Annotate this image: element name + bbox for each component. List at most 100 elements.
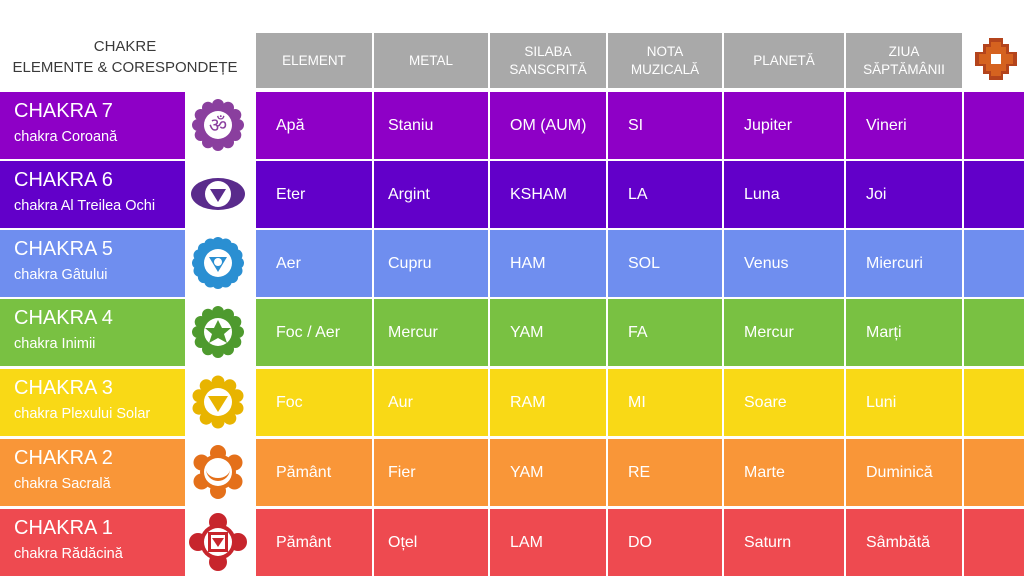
chakra-subtitle: chakra Al Treilea Ochi: [14, 198, 156, 214]
table-cell: HAM: [490, 230, 606, 297]
column-header: SILABA SANSCRITĂ: [490, 33, 606, 88]
column-header-line1: NOTA: [646, 43, 684, 59]
chakra-number: CHAKRA 2: [14, 447, 113, 469]
chakra-label: CHAKRA 6 chakra Al Treilea Ochi: [0, 161, 185, 228]
chakra-number: CHAKRA 3: [14, 377, 113, 399]
third-eye-chakra-icon: [185, 161, 251, 228]
column-header: PLANETĂ: [724, 33, 844, 88]
table-cell: Cupru: [374, 230, 488, 297]
chakra-row: CHAKRA 3 chakra Plexului Solar Foc Aur RAM MI…: [0, 369, 1024, 436]
page-title-line1: CHAKRE: [93, 38, 157, 55]
column-header: NOTA MUZICALĂ: [608, 33, 722, 88]
table-cell: DO: [608, 509, 722, 576]
table-cell: Soare: [724, 369, 844, 436]
table-cell-empty: [964, 439, 1024, 506]
chakra-subtitle: chakra Rădăcină: [14, 546, 123, 562]
chakra-number: CHAKRA 1: [14, 517, 113, 539]
table-cell: Joi: [846, 161, 962, 228]
table-cell: Fier: [374, 439, 488, 506]
svg-text:ॐ: ॐ: [209, 113, 227, 137]
table-cell: YAM: [490, 299, 606, 366]
table-cell: YAM: [490, 439, 606, 506]
chakra-number: CHAKRA 6: [14, 169, 113, 191]
chakra-subtitle: chakra Plexului Solar: [14, 406, 151, 422]
table-cell: RE: [608, 439, 722, 506]
column-header-line1: ELEMENT: [282, 52, 346, 68]
chakra-label: CHAKRA 1 chakra Rădăcină: [0, 509, 185, 576]
table-cell: FA: [608, 299, 722, 366]
column-header: ZIUA SĂPTĂMÂNII: [846, 33, 962, 88]
column-header: METAL: [374, 33, 488, 88]
table-cell: Mercur: [374, 299, 488, 366]
table-cell: Pământ: [256, 439, 372, 506]
table-cell: Foc / Aer: [256, 299, 372, 366]
page-title: CHAKRE ELEMENTE & CORESPONDEȚE: [0, 36, 250, 78]
throat-chakra-icon: [185, 230, 251, 297]
chakra-row: CHAKRA 6 chakra Al Treilea Ochi Eter Argint…: [0, 161, 1024, 228]
chakra-row: CHAKRA 2 chakra Sacrală Pământ Fier YAM RE Mar…: [0, 439, 1024, 506]
table-cell: Eter: [256, 161, 372, 228]
table-cell: Miercuri: [846, 230, 962, 297]
table-cell: Aur: [374, 369, 488, 436]
table-cell: MI: [608, 369, 722, 436]
table-cell: Pământ: [256, 509, 372, 576]
table-cell: Sâmbătă: [846, 509, 962, 576]
heart-chakra-icon: [185, 299, 251, 366]
table-cell-empty: [964, 161, 1024, 228]
table-cell: Duminică: [846, 439, 962, 506]
page-title-line2: ELEMENTE & CORESPONDEȚE: [12, 59, 238, 76]
table-cell-empty: [964, 369, 1024, 436]
chakra-label: CHAKRA 2 chakra Sacrală: [0, 439, 185, 506]
chakra-number: CHAKRA 7: [14, 100, 113, 122]
column-header: ELEMENT: [256, 33, 372, 88]
column-header-line1: ZIUA: [888, 43, 920, 59]
chakra-number: CHAKRA 5: [14, 238, 113, 260]
table-cell-empty: [964, 299, 1024, 366]
chakra-label: CHAKRA 3 chakra Plexului Solar: [0, 369, 185, 436]
chakra-subtitle: chakra Inimii: [14, 336, 96, 352]
table-cell: Mercur: [724, 299, 844, 366]
solar-plexus-chakra-icon: [185, 369, 251, 436]
chakra-row: CHAKRA 7 chakra Coroană ॐ Apă Staniu OM (AUM)…: [0, 92, 1024, 159]
column-header-line1: METAL: [408, 52, 453, 68]
chakra-label: CHAKRA 4 chakra Inimii: [0, 299, 185, 366]
column-header-line2: MUZICALĂ: [630, 61, 700, 77]
chakra-label: CHAKRA 5 chakra Gâtului: [0, 230, 185, 297]
table-cell: RAM: [490, 369, 606, 436]
column-header-line2: SANSCRITĂ: [509, 61, 587, 77]
chakana-cross-icon: [968, 33, 1024, 88]
chakra-subtitle: chakra Gâtului: [14, 267, 108, 283]
table-cell: Aer: [256, 230, 372, 297]
chakra-number: CHAKRA 4: [14, 307, 113, 329]
table-cell: Staniu: [374, 92, 488, 159]
column-header-line1: PLANETĂ: [753, 52, 815, 68]
chakra-subtitle: chakra Sacrală: [14, 476, 111, 492]
chakra-row: CHAKRA 1 chakra Rădăcină Pământ Oțel LAM DO Sa…: [0, 509, 1024, 576]
chakra-row: CHAKRA 5 chakra Gâtului Aer Cupru HAM SOL Venu…: [0, 230, 1024, 297]
table-cell: LA: [608, 161, 722, 228]
chakra-subtitle: chakra Coroană: [14, 129, 118, 145]
table-cell: Venus: [724, 230, 844, 297]
table-cell: Foc: [256, 369, 372, 436]
table-cell-empty: [964, 509, 1024, 576]
table-cell: Marte: [724, 439, 844, 506]
crown-chakra-om-icon: ॐ: [185, 92, 251, 159]
table-cell: Oțel: [374, 509, 488, 576]
column-header-line1: SILABA: [524, 43, 572, 59]
table-cell: SI: [608, 92, 722, 159]
table-cell: Luna: [724, 161, 844, 228]
table-cell: Jupiter: [724, 92, 844, 159]
table-cell: Saturn: [724, 509, 844, 576]
table-cell: KSHAM: [490, 161, 606, 228]
column-header-line2: SĂPTĂMÂNII: [863, 61, 945, 77]
table-cell: Apă: [256, 92, 372, 159]
table-cell: LAM: [490, 509, 606, 576]
table-cell: Luni: [846, 369, 962, 436]
table-cell: Argint: [374, 161, 488, 228]
chakra-row: CHAKRA 4 chakra Inimii Foc / Aer Mercur YAM F…: [0, 299, 1024, 366]
table-cell: OM (AUM): [490, 92, 606, 159]
table-cell: Marți: [846, 299, 962, 366]
table-cell: Vineri: [846, 92, 962, 159]
table-cell-empty: [964, 230, 1024, 297]
table-cell-empty: [964, 92, 1024, 159]
